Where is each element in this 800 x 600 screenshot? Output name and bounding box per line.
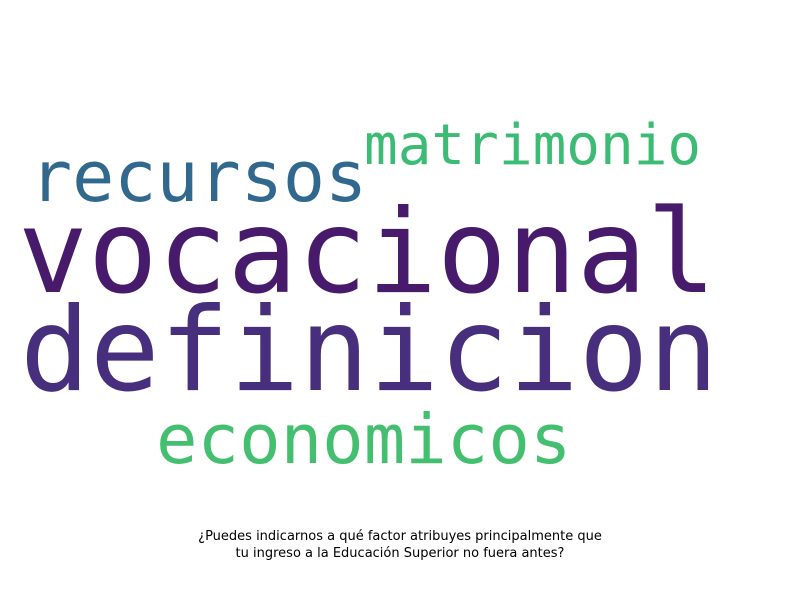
word-matrimonio: matrimonio <box>364 113 702 178</box>
word-recursos: recursos <box>30 136 368 218</box>
word-vocacional: vocacional <box>18 185 717 320</box>
word-definicion: definicion <box>20 283 719 418</box>
caption-line-1: ¿Puedes indicarnos a qué factor atribuye… <box>198 529 602 544</box>
question-caption: ¿Puedes indicarnos a qué factor atribuye… <box>100 528 700 562</box>
word-economicos: economicos <box>156 400 572 480</box>
caption-line-2: tu ingreso a la Educación Superior no fu… <box>235 546 565 561</box>
